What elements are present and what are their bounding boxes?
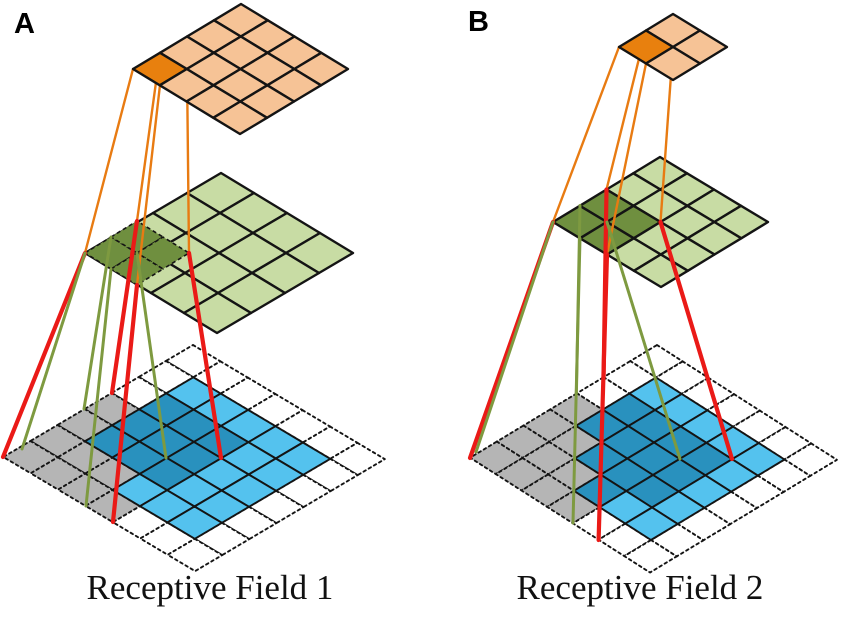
- panel-a-label: A: [14, 8, 35, 40]
- panel-a: [0, 2, 386, 573]
- caption-receptive-field-2: Receptive Field 2: [516, 568, 764, 607]
- caption-receptive-field-1: Receptive Field 1: [86, 568, 334, 607]
- panel-b: [467, 12, 838, 574]
- panel-b-label: B: [468, 6, 489, 38]
